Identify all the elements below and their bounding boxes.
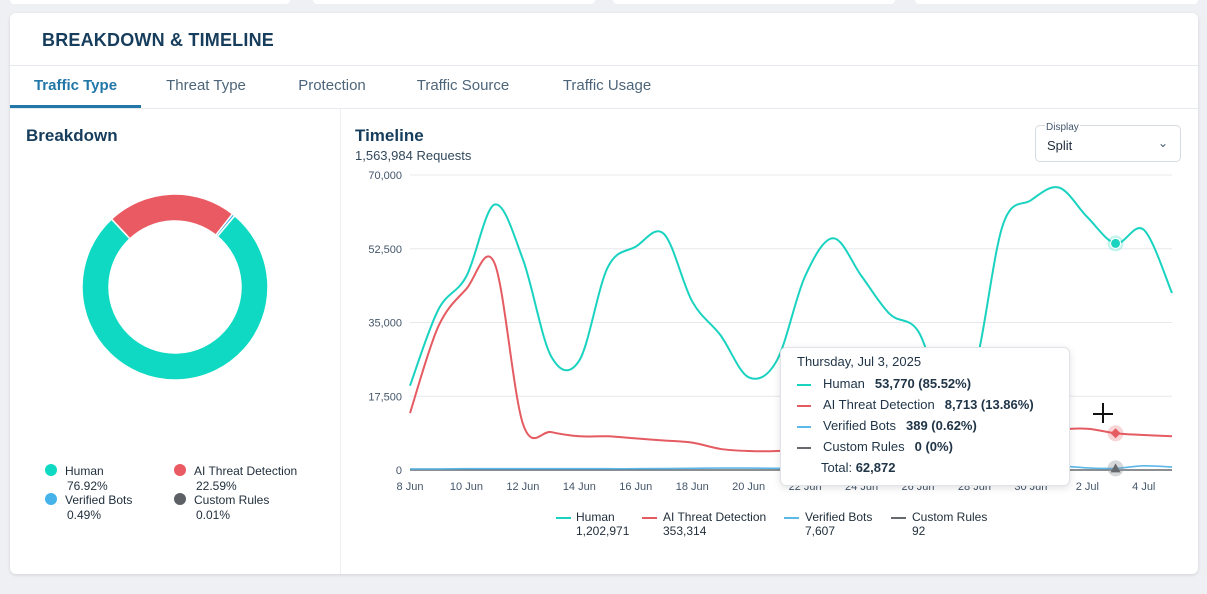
card-above-3	[613, 0, 895, 4]
y-tick-label: 35,000	[368, 318, 402, 330]
x-tick-label: 12 Jun	[506, 481, 539, 493]
legend-custom-rules-total: 92	[912, 524, 926, 538]
tooltip-date: Thursday, Jul 3, 2025	[797, 354, 922, 369]
breakdown-title: Breakdown	[26, 126, 118, 145]
x-tick-label: 2 Jul	[1076, 481, 1099, 493]
tooltip-total: Total: 62,872	[821, 460, 895, 478]
x-tick-label: 8 Jun	[397, 481, 424, 493]
tooltip-total-label: Total:	[821, 460, 853, 475]
breakdown-donut-chart	[81, 193, 269, 381]
custom-rules-legend-dot	[174, 493, 186, 505]
panel-divider	[340, 108, 341, 574]
legend-verified-bots-label: Verified Bots	[65, 493, 133, 507]
card-above-1	[10, 0, 290, 4]
y-tick-label: 0	[396, 465, 402, 477]
x-tick-label: 4 Jul	[1132, 481, 1155, 493]
x-tick-label: 16 Jun	[619, 481, 652, 493]
tooltip-ai-threat-swatch	[797, 404, 811, 407]
tooltip-row-human: Human 53,770 (85.52%)	[797, 376, 971, 394]
breakdown-legend: Human 76.92% AI Threat Detection 22.59% …	[44, 463, 344, 523]
y-tick-label: 52,500	[368, 244, 402, 256]
tooltip-row-custom-rules: Custom Rules 0 (0%)	[797, 439, 953, 457]
legend-human-line[interactable]	[556, 517, 571, 519]
donut-slice-human[interactable]	[81, 214, 269, 381]
tooltip-human-name: Human	[823, 376, 865, 391]
legend-verified-bots-pct: 0.49%	[67, 508, 102, 522]
card-title: BREAKDOWN & TIMELINE	[42, 30, 274, 50]
legend-custom-rules-pct: 0.01%	[196, 508, 231, 522]
ai-threat-highlight-point[interactable]	[1110, 428, 1121, 439]
tooltip-human-value: 53,770 (85.52%)	[874, 376, 972, 391]
donut-slice-ai-threat-detection[interactable]	[110, 193, 234, 240]
human-point-halo	[1107, 235, 1124, 252]
tooltip-ai-threat-name: AI Threat Detection	[823, 397, 935, 412]
ai-threat-point-halo	[1107, 425, 1124, 442]
x-tick-label: 10 Jun	[450, 481, 483, 493]
tab-traffic-type[interactable]: Traffic Type	[10, 66, 141, 108]
legend-ai-threat-label: AI Threat Detection	[194, 464, 298, 478]
legend-human-total: 1,202,971	[576, 524, 630, 538]
legend-verified-bots-total: 7,607	[805, 524, 836, 538]
human-legend-dot	[45, 464, 57, 476]
legend-human-label: Human	[65, 464, 104, 478]
tab-threat-type[interactable]: Threat Type	[166, 77, 246, 94]
card-above-2	[313, 0, 595, 4]
legend-ai-threat-name: AI Threat Detection	[663, 510, 767, 524]
tooltip-row-verified-bots: Verified Bots 389 (0.62%)	[797, 418, 977, 436]
legend-human-pct: 76.92%	[67, 479, 108, 493]
display-select-label: Display	[1045, 122, 1080, 133]
custom-rules-highlight-point[interactable]	[1110, 463, 1121, 473]
tooltip-verified-bots-value: 389 (0.62%)	[906, 418, 977, 433]
tooltip-custom-rules-name: Custom Rules	[823, 439, 905, 454]
x-tick-label: 18 Jun	[676, 481, 709, 493]
breakdown-timeline-card: BREAKDOWN & TIMELINE Traffic Type Threat…	[10, 13, 1198, 574]
tooltip-custom-rules-value: 0 (0%)	[914, 439, 953, 454]
timeline-requests: 1,563,984 Requests	[355, 148, 472, 163]
verified-bots-legend-dot	[45, 493, 57, 505]
legend-ai-threat-pct: 22.59%	[196, 479, 237, 493]
tooltip-row-ai-threat: AI Threat Detection 8,713 (13.86%)	[797, 397, 1034, 415]
chart-tooltip: Thursday, Jul 3, 2025 Human 53,770 (85.52…	[780, 347, 1070, 486]
tab-bar: Traffic Type Threat Type Protection Traf…	[10, 65, 1198, 109]
card-above-4	[915, 0, 1198, 4]
human-highlight-point[interactable]	[1110, 237, 1122, 249]
chevron-down-icon: ⌄	[1157, 136, 1168, 150]
legend-verified-bots-name: Verified Bots	[805, 510, 873, 524]
tab-protection[interactable]: Protection	[298, 77, 366, 94]
ai-threat-legend-dot	[174, 464, 186, 476]
tooltip-total-value: 62,872	[855, 460, 896, 475]
y-tick-label: 70,000	[368, 170, 402, 182]
tab-traffic-usage[interactable]: Traffic Usage	[562, 77, 652, 94]
timeline-title: Timeline	[355, 126, 424, 145]
legend-human-name: Human	[576, 510, 615, 524]
tooltip-custom-rules-swatch	[797, 446, 811, 449]
tab-traffic-source[interactable]: Traffic Source	[416, 77, 510, 94]
legend-ai-threat-line[interactable]	[642, 517, 657, 519]
legend-custom-rules-name: Custom Rules	[912, 510, 988, 524]
x-tick-label: 14 Jun	[563, 481, 596, 493]
legend-custom-rules-label: Custom Rules	[194, 493, 270, 507]
legend-ai-threat-total: 353,314	[663, 524, 707, 538]
display-select[interactable]: Display Split ⌄	[1035, 122, 1181, 162]
legend-verified-bots-line[interactable]	[784, 517, 799, 519]
bots-point-halo	[1107, 460, 1124, 477]
crosshair-cursor-icon-vertical	[1102, 403, 1104, 423]
tooltip-verified-bots-swatch	[797, 425, 811, 428]
x-tick-label: 20 Jun	[732, 481, 765, 493]
tooltip-ai-threat-value: 8,713 (13.86%)	[944, 397, 1034, 412]
display-select-value: Split	[1047, 138, 1073, 153]
legend-custom-rules-line[interactable]	[891, 517, 906, 519]
y-tick-label: 17,500	[368, 391, 402, 403]
tooltip-human-swatch	[797, 383, 811, 386]
tooltip-verified-bots-name: Verified Bots	[823, 418, 896, 433]
